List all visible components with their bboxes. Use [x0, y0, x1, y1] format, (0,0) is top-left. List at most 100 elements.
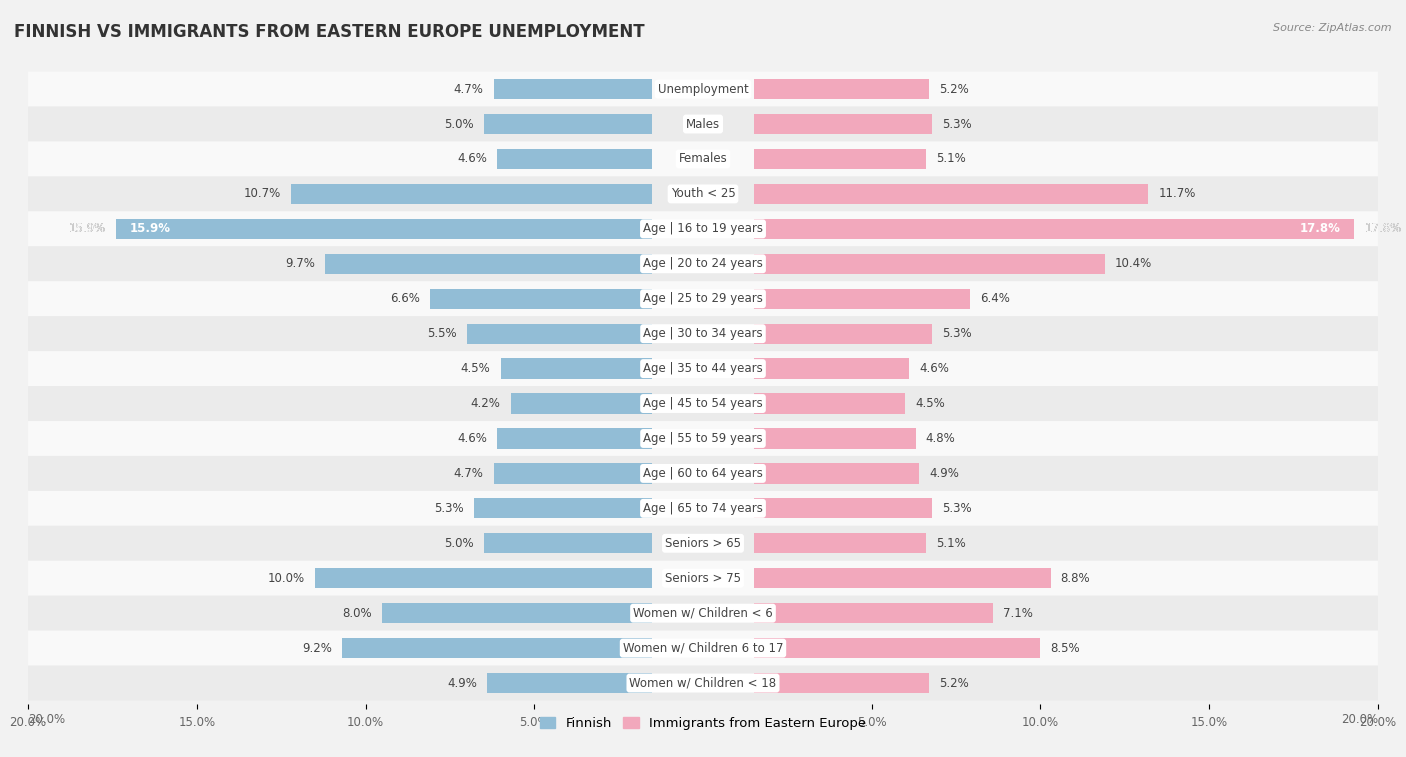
Text: 4.6%: 4.6% [457, 152, 486, 166]
Bar [754, 463, 920, 484]
Text: 8.8%: 8.8% [1060, 572, 1090, 584]
Text: 4.5%: 4.5% [915, 397, 945, 410]
Text: 9.2%: 9.2% [302, 642, 332, 655]
FancyBboxPatch shape [28, 491, 1378, 526]
FancyBboxPatch shape [28, 246, 1378, 282]
Text: 4.7%: 4.7% [454, 467, 484, 480]
Bar [430, 288, 652, 309]
Bar [501, 359, 652, 378]
FancyBboxPatch shape [28, 421, 1378, 456]
Text: Females: Females [679, 152, 727, 166]
FancyBboxPatch shape [28, 456, 1378, 491]
Bar [754, 359, 908, 378]
Text: 6.6%: 6.6% [389, 292, 419, 305]
Bar [498, 149, 652, 169]
Text: 17.8%: 17.8% [1364, 223, 1402, 235]
Text: 6.4%: 6.4% [980, 292, 1010, 305]
Bar [754, 568, 1050, 588]
Text: 10.7%: 10.7% [245, 188, 281, 201]
Text: FINNISH VS IMMIGRANTS FROM EASTERN EUROPE UNEMPLOYMENT: FINNISH VS IMMIGRANTS FROM EASTERN EUROP… [14, 23, 645, 41]
Text: 5.0%: 5.0% [444, 537, 474, 550]
Text: 15.9%: 15.9% [69, 223, 105, 235]
Bar [474, 498, 652, 519]
Text: 7.1%: 7.1% [1004, 606, 1033, 620]
Bar [484, 533, 652, 553]
Text: 8.5%: 8.5% [1050, 642, 1080, 655]
Bar [382, 603, 652, 623]
Text: 11.7%: 11.7% [1159, 188, 1197, 201]
Text: 5.0%: 5.0% [444, 117, 474, 130]
Text: Youth < 25: Youth < 25 [671, 188, 735, 201]
Text: Age | 16 to 19 years: Age | 16 to 19 years [643, 223, 763, 235]
Text: 17.8%: 17.8% [1364, 223, 1402, 235]
Bar [754, 323, 932, 344]
Text: Age | 55 to 59 years: Age | 55 to 59 years [643, 432, 763, 445]
FancyBboxPatch shape [28, 665, 1378, 700]
Text: 5.5%: 5.5% [427, 327, 457, 340]
Text: 5.3%: 5.3% [942, 502, 972, 515]
Text: 5.3%: 5.3% [942, 117, 972, 130]
FancyBboxPatch shape [28, 526, 1378, 561]
Bar [315, 568, 652, 588]
Bar [754, 114, 932, 134]
FancyBboxPatch shape [28, 561, 1378, 596]
Bar [754, 603, 993, 623]
Bar [291, 184, 652, 204]
Bar [754, 254, 1105, 274]
Text: 4.8%: 4.8% [925, 432, 956, 445]
Text: 4.2%: 4.2% [471, 397, 501, 410]
Text: 15.9%: 15.9% [69, 223, 105, 235]
Text: 8.0%: 8.0% [343, 606, 373, 620]
Text: Women w/ Children < 6: Women w/ Children < 6 [633, 606, 773, 620]
Bar [115, 219, 652, 239]
Bar [754, 394, 905, 413]
Bar [494, 79, 652, 99]
Text: 4.9%: 4.9% [447, 677, 477, 690]
FancyBboxPatch shape [28, 176, 1378, 211]
Text: 15.9%: 15.9% [129, 223, 170, 235]
Text: 5.3%: 5.3% [434, 502, 464, 515]
Bar [467, 323, 652, 344]
Bar [510, 394, 652, 413]
FancyBboxPatch shape [28, 72, 1378, 107]
Bar [486, 673, 652, 693]
Text: Seniors > 65: Seniors > 65 [665, 537, 741, 550]
Text: 4.9%: 4.9% [929, 467, 959, 480]
Bar [498, 428, 652, 449]
Text: Age | 60 to 64 years: Age | 60 to 64 years [643, 467, 763, 480]
Text: 5.2%: 5.2% [939, 677, 969, 690]
Text: 9.7%: 9.7% [285, 257, 315, 270]
Text: Women w/ Children < 18: Women w/ Children < 18 [630, 677, 776, 690]
Bar [342, 638, 652, 659]
Bar [754, 638, 1040, 659]
Text: 5.1%: 5.1% [936, 537, 966, 550]
Bar [754, 533, 925, 553]
FancyBboxPatch shape [28, 282, 1378, 316]
Text: Age | 30 to 34 years: Age | 30 to 34 years [643, 327, 763, 340]
Text: 20.0%: 20.0% [28, 713, 65, 726]
Legend: Finnish, Immigrants from Eastern Europe: Finnish, Immigrants from Eastern Europe [534, 712, 872, 736]
Bar [494, 463, 652, 484]
Bar [484, 114, 652, 134]
Bar [754, 219, 1354, 239]
Text: 4.5%: 4.5% [461, 362, 491, 375]
Text: 5.2%: 5.2% [939, 83, 969, 95]
Text: 17.8%: 17.8% [1301, 223, 1341, 235]
FancyBboxPatch shape [28, 107, 1378, 142]
Text: 10.0%: 10.0% [267, 572, 305, 584]
Bar [325, 254, 652, 274]
FancyBboxPatch shape [28, 142, 1378, 176]
Text: Age | 35 to 44 years: Age | 35 to 44 years [643, 362, 763, 375]
Bar [754, 79, 929, 99]
Text: Age | 65 to 74 years: Age | 65 to 74 years [643, 502, 763, 515]
Text: 10.4%: 10.4% [1115, 257, 1152, 270]
Text: Age | 25 to 29 years: Age | 25 to 29 years [643, 292, 763, 305]
Text: 4.6%: 4.6% [457, 432, 486, 445]
Text: Source: ZipAtlas.com: Source: ZipAtlas.com [1274, 23, 1392, 33]
Text: 4.7%: 4.7% [454, 83, 484, 95]
FancyBboxPatch shape [28, 316, 1378, 351]
Bar [754, 149, 925, 169]
Text: 5.3%: 5.3% [942, 327, 972, 340]
FancyBboxPatch shape [28, 386, 1378, 421]
Bar [754, 428, 915, 449]
